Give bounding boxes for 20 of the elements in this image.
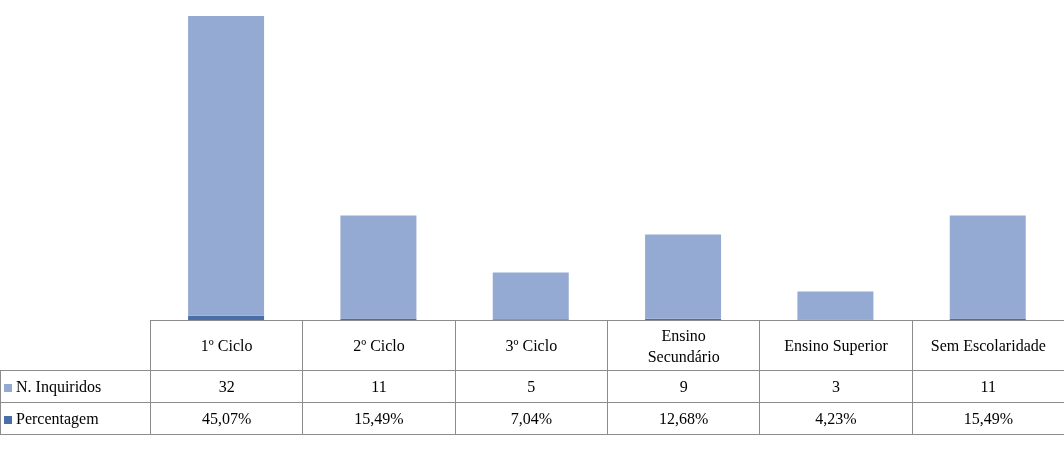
data-label: 9 [607, 370, 760, 403]
x-tick-label: 3º Ciclo [505, 337, 558, 354]
data-label: 7,04% [455, 402, 608, 435]
data-label: 12,68% [607, 402, 760, 435]
x-tick-label: 2º Ciclo [353, 337, 405, 354]
data-label: 5 [455, 370, 608, 403]
data-label: 15,49% [302, 402, 456, 435]
x-tick-label: Ensino Superior [784, 337, 888, 354]
data-label: 3 [759, 370, 913, 403]
data-label: 15,49% [912, 402, 1064, 435]
x-tick-label: Ensino Secundário [647, 326, 720, 365]
data-label: 32 [150, 370, 303, 403]
x-tick-label: Sem Escolaridade [930, 337, 1046, 354]
data-label: 11 [302, 370, 456, 403]
data-label: 4,23% [759, 402, 913, 435]
x-tick-label: 1º Ciclo [200, 337, 253, 354]
data-label: 11 [912, 370, 1064, 403]
legend-label: Percentagem [0, 402, 151, 435]
legend-label: N. Inquiridos [0, 370, 151, 403]
data-label: 45,07% [150, 402, 303, 435]
